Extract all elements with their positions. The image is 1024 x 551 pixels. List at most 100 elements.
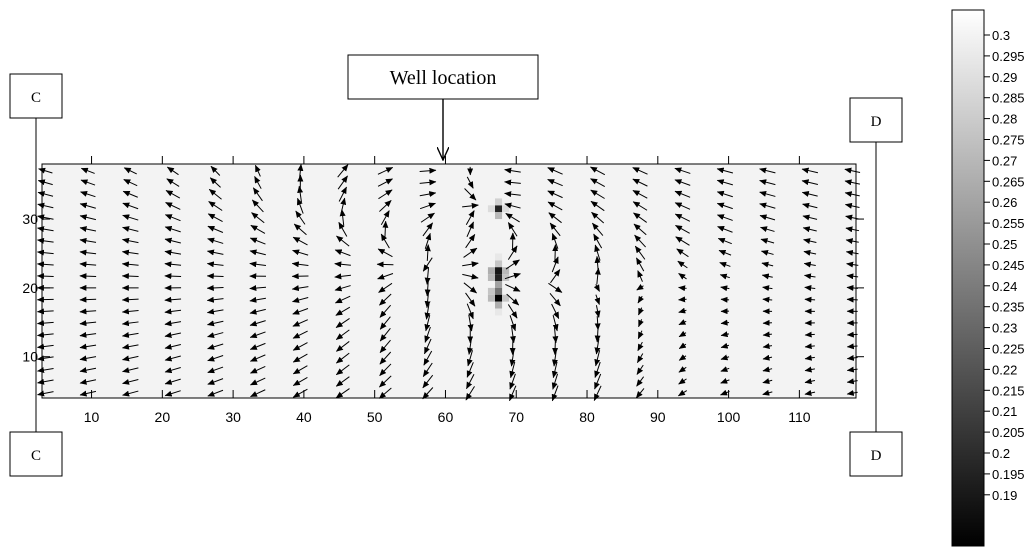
vector-arrow-r6-c6 [292,236,308,246]
section-label-d-bottom: D [871,448,882,464]
vector-arrow-r11-c3 [164,296,182,303]
well-location-label: Well location [390,67,497,89]
vector-arrow-r2-c16 [716,190,733,198]
vector-arrow-r11-c14 [637,295,644,304]
vector-arrow-r11-c11 [506,293,520,306]
vector-arrow-r9-c0 [36,273,54,280]
vector-arrow-r19-c14 [635,388,645,399]
vector-arrow-r11-c15 [678,296,687,303]
vector-arrow-r8-c16 [719,261,731,268]
vector-arrow-r1-c18 [801,179,819,186]
vector-arrow-r15-c2 [122,343,139,350]
vector-arrow-r19-c8 [378,387,392,399]
vector-arrow-r3-c10 [462,202,479,209]
vector-arrow-r16-c0 [37,355,54,362]
vector-arrow-r11-c18 [804,296,816,303]
vector-arrow-r4-c17 [759,214,776,221]
vector-arrow-r14-c2 [121,331,139,338]
vector-arrow-r7-c2 [121,249,139,256]
vector-arrow-r5-c0 [37,226,54,233]
heat-cell-18 [502,294,510,302]
vector-arrow-r2-c15 [674,190,691,198]
vector-arrow-r12-c7 [335,306,351,316]
colorbar-tick-label-8: 0.26 [992,195,1017,210]
vector-arrow-r7-c18 [803,249,817,256]
vector-arrow-r5-c14 [633,223,647,236]
vector-arrow-r4-c15 [674,213,691,222]
vector-arrow-r2-c12 [547,190,563,199]
vector-arrow-r6-c15 [675,236,690,246]
vector-arrow-r0-c11 [504,167,521,174]
vector-arrow-r11-c1 [79,296,97,303]
vector-arrow-r5-c12 [549,222,561,237]
colorbar-tick-label-17: 0.215 [992,383,1024,398]
heat-cell-11 [495,301,503,309]
vector-arrow-r18-c14 [636,376,645,387]
vector-arrow-r12-c12 [551,303,560,320]
vector-arrow-r17-c15 [678,366,687,373]
vector-arrow-r1-c9 [419,179,437,186]
colorbar-tick-label-4: 0.28 [992,112,1017,127]
vector-arrow-r10-c12 [548,282,563,293]
heat-cell-19 [495,308,503,316]
x-tick-label-70: 70 [508,409,524,425]
vector-arrow-r11-c13 [594,294,601,305]
vector-arrow-r10-c4 [206,284,224,291]
vector-arrow-r9-c10 [462,273,479,280]
vector-arrow-r15-c0 [36,343,54,350]
heat-cell-0 [495,205,503,213]
vector-arrow-r9-c7 [334,273,351,280]
vector-arrow-r9-c1 [79,273,97,280]
heat-cell-1 [495,212,503,220]
vector-arrow-r3-c13 [590,200,605,212]
vector-arrow-r16-c10 [466,350,473,367]
vector-arrow-r11-c4 [206,296,224,303]
vector-arrow-r5-c2 [122,226,139,232]
vector-arrow-r7-c5 [249,249,266,256]
vector-arrow-r8-c19 [846,261,859,268]
vector-arrow-r12-c0 [36,308,54,315]
vector-arrow-r4-c13 [591,211,605,224]
vector-arrow-r9-c18 [804,273,816,280]
vector-arrow-r14-c18 [804,331,815,338]
vector-arrow-r11-c5 [249,296,266,303]
vector-arrow-r16-c16 [720,354,730,361]
section-marker-c: C C [9,73,63,477]
vector-arrow-r2-c1 [80,191,96,198]
vector-arrow-r10-c5 [249,285,267,292]
vector-arrow-r6-c8 [380,233,390,249]
vector-arrow-r5-c19 [845,226,860,233]
vector-arrow-r19-c16 [720,389,730,396]
vector-arrow-r1-c0 [37,179,53,186]
vector-arrow-r3-c5 [251,199,264,213]
vector-arrow-r15-c3 [164,343,181,350]
vector-arrow-r7-c8 [377,248,393,258]
vector-arrow-r17-c5 [250,365,266,374]
vector-arrow-r1-c12 [547,178,563,187]
y-tick-label-30: 30 [22,211,38,227]
vector-arrow-r19-c18 [804,389,816,396]
vector-arrow-r3-c2 [122,202,139,210]
vector-arrow-r17-c19 [846,366,858,373]
vector-arrow-r1-c15 [674,179,691,186]
vector-arrow-r0-c8 [377,167,394,175]
vector-arrow-r14-c8 [379,328,391,342]
vector-arrow-r5-c5 [250,224,266,234]
vector-arrow-r2-c11 [504,191,521,198]
vector-arrow-r8-c17 [761,261,774,268]
vector-arrow-r6-c1 [79,237,97,244]
vector-arrow-r14-c1 [79,331,97,338]
vector-arrow-r7-c16 [718,249,732,256]
heat-cell-8 [495,281,503,288]
vector-arrow-r0-c0 [38,167,53,174]
vector-arrow-r3-c12 [547,201,563,211]
vector-arrow-r8-c6 [291,261,309,268]
vector-arrow-r9-c8 [377,273,394,280]
vector-arrow-r0-c19 [844,167,861,174]
x-tick-label-90: 90 [650,409,666,425]
vector-arrow-r9-c19 [846,273,859,280]
vector-arrow-r12-c11 [507,304,518,319]
vector-arrow-r1-c2 [123,179,138,187]
vector-arrow-r11-c12 [549,293,561,307]
